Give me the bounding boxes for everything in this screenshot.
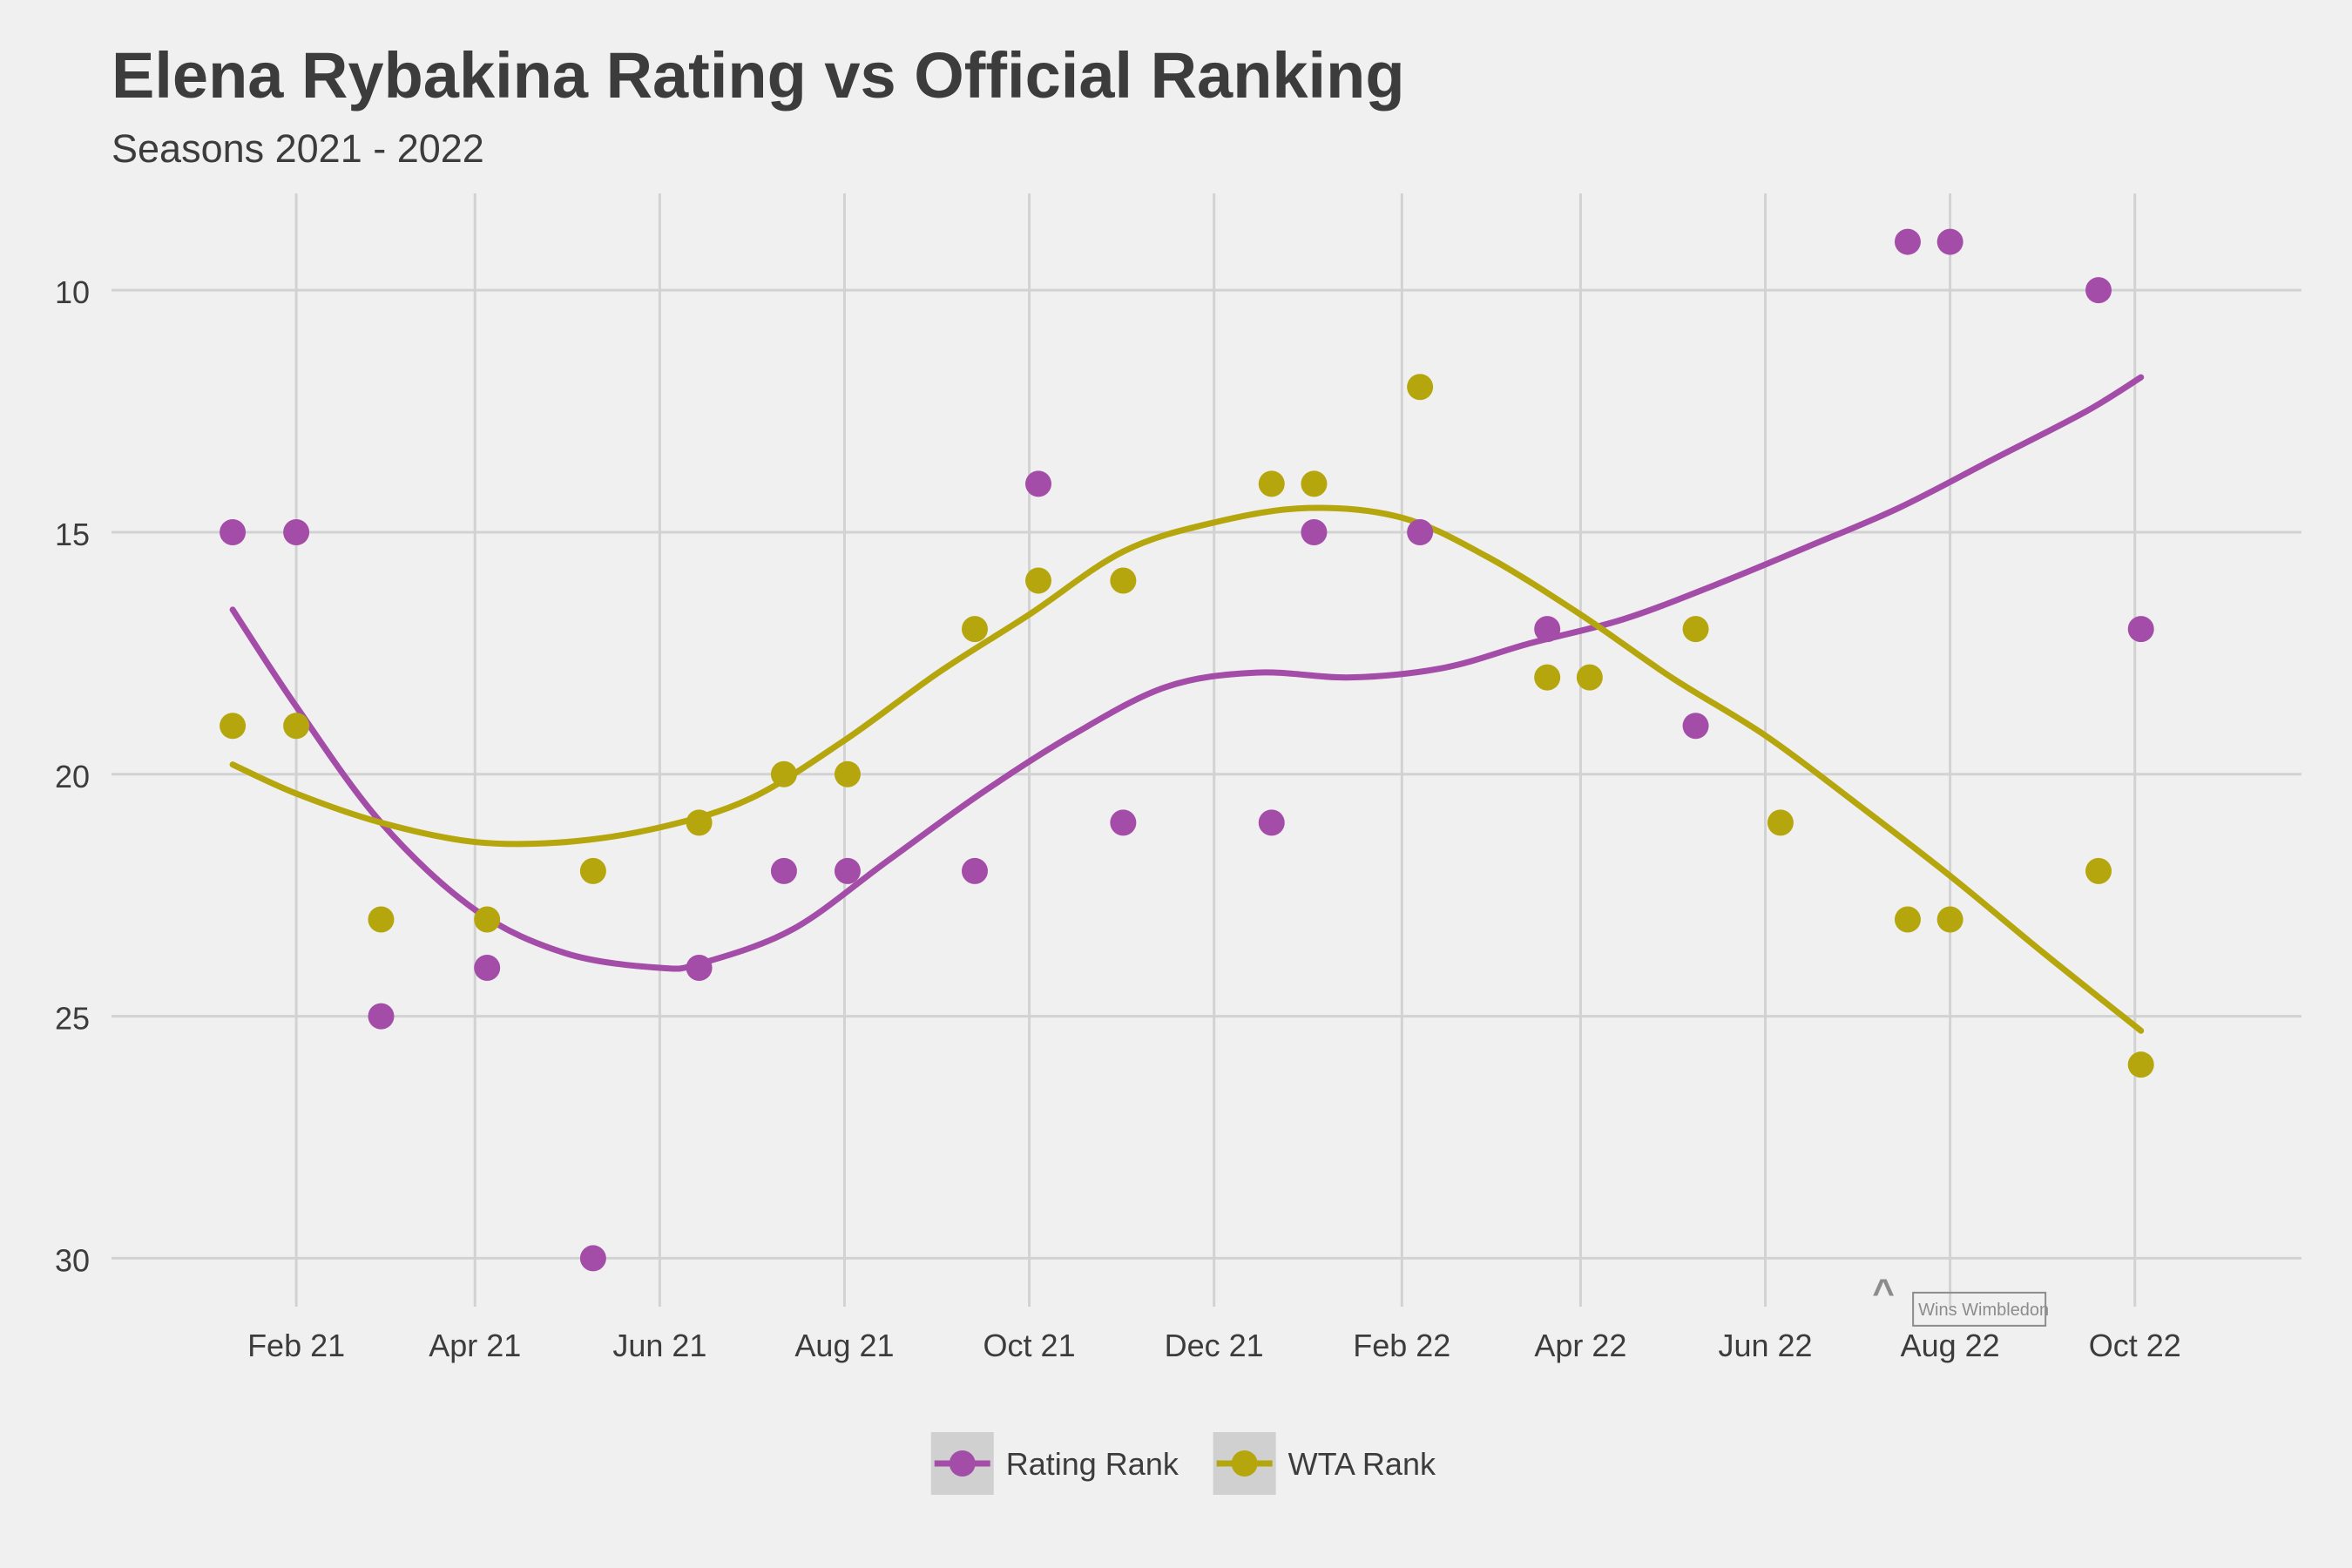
- legend: Rating Rank WTA Rank: [930, 1432, 1436, 1495]
- trend-lines: [229, 374, 2145, 1034]
- data-point-wta-rank: [1301, 470, 1328, 497]
- x-tick-label: Aug 21: [794, 1328, 894, 1363]
- data-point-rating-rank: [1258, 809, 1285, 836]
- data-point-wta-rank: [2085, 857, 2112, 884]
- trend-line-rating-rank: [229, 374, 2145, 972]
- annotations: ^ Wins Wimbledon: [1872, 1272, 2049, 1327]
- data-point-rating-rank: [1301, 518, 1328, 545]
- data-point-rating-rank: [1534, 616, 1561, 643]
- y-tick-label: 20: [55, 759, 90, 794]
- data-point-rating-rank: [2085, 277, 2112, 304]
- y-tick-label: 25: [55, 1001, 90, 1037]
- x-tick-label: Apr 22: [1534, 1328, 1626, 1363]
- data-point-wta-rank: [2127, 1051, 2154, 1078]
- legend-dot-rating-rank: [949, 1450, 976, 1477]
- data-point-rating-rank: [834, 857, 861, 884]
- x-tick-label: Jun 22: [1718, 1328, 1812, 1363]
- data-point-wta-rank: [834, 760, 861, 787]
- chart-subtitle: Seasons 2021 - 2022: [112, 126, 484, 171]
- data-point-rating-rank: [1407, 518, 1434, 545]
- x-axis: Feb 21 Apr 21 Jun 21 Aug 21 Oct 21 Dec 21 Feb …: [247, 1328, 2181, 1363]
- data-point-wta-rank: [1110, 567, 1137, 594]
- x-tick-label: Oct 22: [2089, 1328, 2181, 1363]
- data-point-wta-rank: [686, 809, 713, 836]
- data-point-wta-rank: [961, 616, 988, 643]
- data-point-wta-rank: [1534, 664, 1561, 691]
- data-points: [220, 228, 2154, 1272]
- data-point-rating-rank: [770, 857, 797, 884]
- x-tick-label: Feb 21: [247, 1328, 345, 1363]
- data-point-wta-rank: [1407, 374, 1434, 401]
- data-point-rating-rank: [1936, 228, 1963, 255]
- annotation-box: [1912, 1291, 2047, 1327]
- data-point-rating-rank: [1894, 228, 1921, 255]
- data-point-wta-rank: [368, 906, 395, 933]
- data-point-rating-rank: [579, 1245, 606, 1272]
- data-point-wta-rank: [220, 713, 247, 740]
- data-point-rating-rank: [961, 857, 988, 884]
- x-tick-label: Oct 21: [983, 1328, 1076, 1363]
- y-tick-label: 30: [55, 1242, 90, 1278]
- x-tick-label: Dec 21: [1165, 1328, 1264, 1363]
- annotation-marker: ^: [1872, 1272, 1895, 1315]
- legend-dot-wta-rank: [1231, 1450, 1258, 1477]
- data-point-rating-rank: [1025, 470, 1052, 497]
- x-tick-label: Jun 21: [612, 1328, 706, 1363]
- data-point-rating-rank: [283, 518, 310, 545]
- data-point-rating-rank: [474, 955, 501, 982]
- trend-line-wta-rank: [229, 504, 2145, 1034]
- data-point-wta-rank: [283, 713, 310, 740]
- data-point-rating-rank: [1682, 713, 1709, 740]
- x-tick-label: Apr 21: [429, 1328, 521, 1363]
- data-point-wta-rank: [1767, 809, 1794, 836]
- y-tick-label: 10: [55, 274, 90, 310]
- x-tick-label: Feb 22: [1353, 1328, 1450, 1363]
- chart-title: Elena Rybakina Rating vs Official Rankin…: [112, 39, 1405, 112]
- data-point-wta-rank: [474, 906, 501, 933]
- data-point-wta-rank: [1258, 470, 1285, 497]
- x-tick-label: Aug 22: [1901, 1328, 2000, 1363]
- data-point-wta-rank: [1025, 567, 1052, 594]
- data-point-wta-rank: [770, 760, 797, 787]
- data-point-wta-rank: [1576, 664, 1603, 691]
- y-axis: 10 15 20 25 30: [55, 274, 90, 1278]
- data-point-rating-rank: [2127, 616, 2154, 643]
- data-point-rating-rank: [1110, 809, 1137, 836]
- data-point-rating-rank: [686, 955, 713, 982]
- data-point-wta-rank: [579, 857, 606, 884]
- grid-layer: [112, 193, 2301, 1307]
- y-tick-label: 15: [55, 517, 90, 552]
- legend-label: WTA Rank: [1288, 1446, 1436, 1482]
- data-point-wta-rank: [1936, 906, 1963, 933]
- data-point-wta-rank: [1682, 616, 1709, 643]
- annotation-label: Wins Wimbledon: [1918, 1301, 2049, 1320]
- data-point-wta-rank: [1894, 906, 1921, 933]
- data-point-rating-rank: [220, 518, 247, 545]
- legend-label: Rating Rank: [1006, 1446, 1179, 1482]
- data-point-rating-rank: [368, 1003, 395, 1030]
